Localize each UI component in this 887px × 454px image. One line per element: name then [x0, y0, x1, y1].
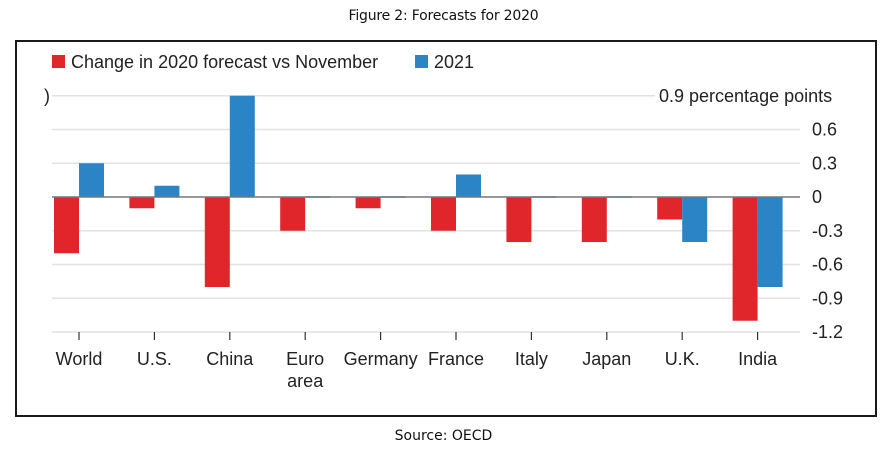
- y-tick-label: -0.3: [812, 221, 843, 241]
- legend-label-change-2020: Change in 2020 forecast vs November: [71, 52, 378, 72]
- y-tick-label: -0.6: [812, 255, 843, 275]
- x-category-label: U.K.: [665, 349, 700, 369]
- y-tick-label: 0: [812, 187, 822, 207]
- bar-2021-france: [456, 174, 481, 197]
- legend-swatch-change-2020: [52, 55, 65, 68]
- bar-change-2020-china: [204, 197, 230, 287]
- y-tick-label: 0.9 percentage points: [659, 86, 832, 106]
- figure-title: Figure 2: Forecasts for 2020: [348, 8, 539, 24]
- x-category-label: France: [428, 349, 484, 369]
- bar-2021-u-s-: [154, 185, 180, 197]
- bar-2021-world: [79, 163, 104, 197]
- x-category-label: Japan: [582, 349, 631, 369]
- bar-change-2020-japan: [581, 197, 607, 242]
- bar-2021-india: [757, 197, 783, 287]
- x-category-label: Euro: [286, 349, 324, 369]
- bar-change-2020-germany: [355, 197, 381, 209]
- bar-change-2020-u-k-: [657, 197, 683, 220]
- x-category-label: area: [287, 371, 324, 391]
- x-category-label: India: [738, 349, 778, 369]
- bar-change-2020-euro-area: [280, 197, 306, 231]
- bar-2021-u-k-: [682, 197, 708, 242]
- legend: Change in 2020 forecast vs November 2021: [52, 52, 474, 72]
- chart-frame: [15, 40, 877, 417]
- bars: [54, 95, 783, 321]
- bar-change-2020-world: [54, 197, 79, 254]
- x-category-label: China: [206, 349, 254, 369]
- y-tick-label: -1.2: [812, 322, 843, 342]
- x-category-label: U.S.: [137, 349, 172, 369]
- x-category-label: Italy: [515, 349, 548, 369]
- legend-label-2021: 2021: [434, 52, 474, 72]
- bar-change-2020-italy: [506, 197, 532, 242]
- clipped-edge-glyph: ): [44, 86, 50, 106]
- bar-change-2020-u-s-: [129, 197, 155, 209]
- y-axis: 0.9 percentage points 0.6 0.3 0 -0.3 -0.6 -0.9…: [659, 86, 843, 342]
- legend-swatch-2021: [415, 55, 428, 68]
- source-note: Source: OECD: [394, 428, 493, 444]
- gridlines: [52, 95, 800, 333]
- y-tick-label: -0.9: [812, 288, 843, 308]
- x-category-label: Germany: [344, 349, 418, 369]
- bar-2021-china: [229, 95, 255, 197]
- bar-change-2020-india: [732, 197, 758, 321]
- y-tick-label: 0.6: [812, 120, 837, 140]
- bar-change-2020-france: [431, 197, 456, 231]
- x-category-label: World: [56, 349, 103, 369]
- y-tick-label: 0.3: [812, 153, 837, 173]
